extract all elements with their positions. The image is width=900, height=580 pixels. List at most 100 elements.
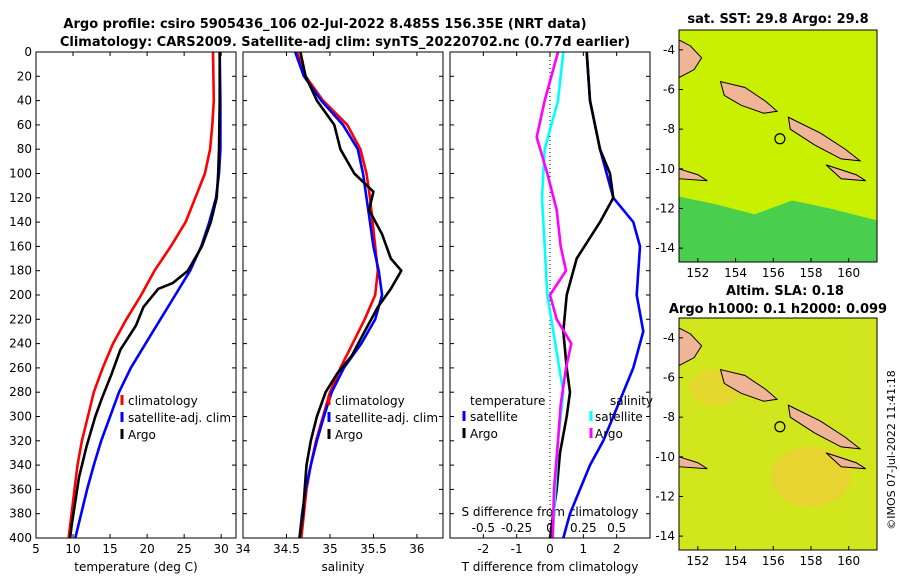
figure-title-line2: Climatology: CARS2009. Satellite-adj cli… [60, 35, 630, 50]
x-tick-label: 35 [322, 542, 337, 556]
lat-tick-label: -14 [655, 529, 675, 543]
y-tick-label: 80 [17, 142, 32, 156]
series-line-argo [298, 51, 403, 539]
legend-label: satellite-adj. clim [128, 411, 231, 425]
x-axis-label: T difference from climatology [461, 560, 639, 574]
series-line-s-argo [535, 51, 573, 539]
x-tick-label: 34.5 [273, 542, 300, 556]
lat-tick-label: -12 [655, 201, 675, 215]
lat-tick-label: -6 [663, 370, 675, 384]
x-tick-label: 1 [580, 542, 588, 556]
legend-label: Argo [128, 428, 156, 442]
lon-tick-label: 156 [762, 554, 785, 568]
argo-float-marker [774, 133, 786, 145]
s-tick-label: -0.25 [501, 521, 532, 535]
lon-tick-label: 158 [800, 554, 823, 568]
x-tick-label: 20 [139, 542, 154, 556]
lat-tick-label: -4 [663, 331, 675, 345]
lat-tick-label: -4 [663, 43, 675, 57]
x-tick-label: -2 [477, 542, 489, 556]
sla-map: 152 154 156 158 160 -4 -6 -8 -10 -12 -14 [655, 317, 878, 568]
series-line-climatology [67, 51, 216, 539]
x-tick-label: 34 [235, 542, 250, 556]
y-tick-label: 40 [17, 94, 32, 108]
lon-tick-label: 158 [800, 266, 823, 280]
x-axis-label: salinity [321, 560, 364, 574]
series-line-satellite-adj-clim [74, 51, 222, 539]
x-tick-label: 36 [409, 542, 424, 556]
x-tick-label: 10 [65, 542, 80, 556]
warm-anomaly-region [771, 446, 851, 507]
y-tick-label: 200 [9, 288, 32, 302]
x-tick-label: 15 [102, 542, 117, 556]
lon-tick-label: 154 [724, 266, 747, 280]
legend-salinity-label: Argo [595, 427, 623, 441]
s-tick-label: 0.25 [570, 521, 597, 535]
y-tick-label: 340 [9, 458, 32, 472]
legend-label: climatology [128, 394, 198, 408]
y-tick-label: 280 [9, 385, 32, 399]
lon-tick-label: 156 [762, 266, 785, 280]
lon-tick-label: 152 [686, 554, 709, 568]
y-tick-label: 180 [9, 264, 32, 278]
x-tick-label: 2 [613, 542, 621, 556]
legend-label: climatology [335, 394, 405, 408]
s-axis-label: S difference from climatology [462, 505, 639, 519]
y-tick-label: 220 [9, 312, 32, 326]
y-tick-label: 0 [24, 45, 32, 59]
legend-temperature-label: Argo [470, 427, 498, 441]
legend-temperature-label: satellite [470, 410, 518, 424]
land-solomon-islands [787, 116, 862, 162]
land-guadalcanal [825, 452, 866, 470]
map-background [679, 318, 877, 550]
series-line-argo [68, 52, 221, 539]
sst-map-title: sat. SST: 29.8 Argo: 29.8 [687, 12, 868, 27]
temperature-panel: 0 20 40 60 80 100 120 140 160 180 200 220 240 260 280 3… [9, 45, 237, 574]
y-tick-label: 100 [9, 167, 32, 181]
x-tick-label: 35.5 [360, 542, 387, 556]
sla-map-subtitle: Argo h1000: 0.1 h2000: 0.099 [669, 302, 887, 317]
y-tick-label: 360 [9, 482, 32, 496]
argo-float-marker [774, 421, 786, 433]
y-tick-label: 400 [9, 531, 32, 545]
lon-tick-label: 160 [837, 554, 860, 568]
series-line-t-argo [548, 51, 615, 539]
lon-tick-label: 152 [686, 266, 709, 280]
lat-tick-label: -10 [655, 162, 675, 176]
imos-watermark: ©IMOS 07-Jul-2022 11:41:18 [885, 370, 898, 530]
x-tick-label: 25 [177, 542, 192, 556]
cool-water-region [679, 196, 877, 262]
axes-frame [242, 51, 444, 539]
lat-tick-label: -10 [655, 450, 675, 464]
y-tick-label: 140 [9, 215, 32, 229]
legend-label: Argo [335, 428, 363, 442]
lat-tick-label: -14 [655, 241, 675, 255]
y-tick-label: 60 [17, 118, 32, 132]
series-line-t-satellite [562, 51, 645, 539]
salinity-panel: 34 34.5 35 35.5 36 salinity climatology satelli… [235, 51, 444, 574]
y-tick-label: 260 [9, 361, 32, 375]
s-tick-label: 0 [546, 521, 554, 535]
y-tick-label: 320 [9, 434, 32, 448]
land-bougainville [719, 80, 779, 114]
legend-salinity-label: satellite [595, 410, 643, 424]
legend-salinity-header: salinity [610, 394, 653, 408]
s-tick-label: -0.5 [472, 521, 495, 535]
x-axis-label: temperature (deg C) [74, 560, 197, 574]
s-tick-label: 0.5 [607, 521, 626, 535]
y-tick-label: 380 [9, 507, 32, 521]
x-tick-label: 5 [32, 542, 40, 556]
x-tick-label: 30 [214, 542, 229, 556]
sst-map: 152 154 156 158 160 -4 -6 -8 -10 -12 -14 [655, 29, 878, 280]
legend-temperature-header: temperature [470, 394, 545, 408]
y-tick-label: 300 [9, 410, 32, 424]
land-solomon-islands [787, 404, 862, 450]
difference-panel: -2 -1 0 1 2 T difference from climatology S di… [449, 51, 653, 574]
y-tick-label: 240 [9, 337, 32, 351]
land-bougainville [719, 368, 779, 402]
axes-frame [449, 51, 651, 539]
x-tick-label: 0 [546, 542, 554, 556]
y-tick-label: 160 [9, 239, 32, 253]
map-frame [678, 317, 878, 551]
y-tick-label: 120 [9, 191, 32, 205]
